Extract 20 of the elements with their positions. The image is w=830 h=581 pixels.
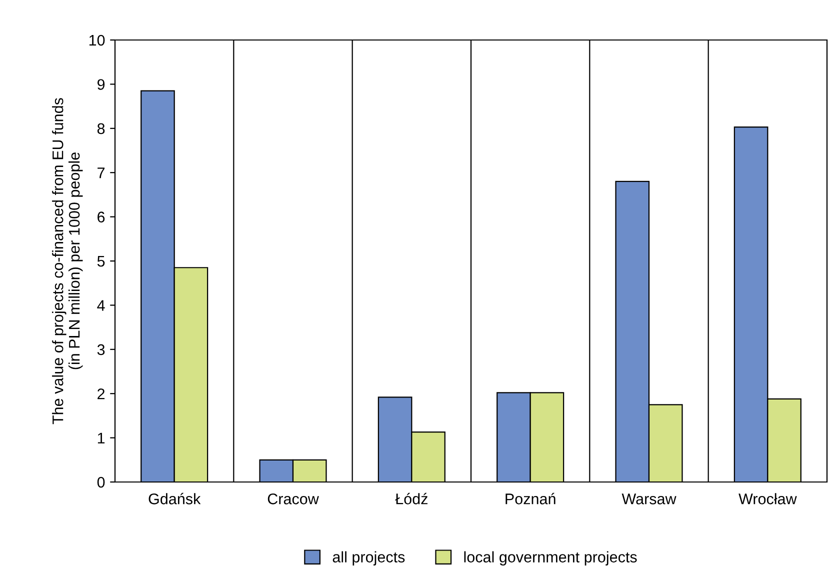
x-tick-label: Poznań bbox=[506, 492, 556, 504]
x-tick-label: Łódź bbox=[395, 492, 428, 504]
legend-label: all projects bbox=[332, 551, 405, 566]
legend-label: local government projects bbox=[464, 551, 637, 566]
y-tick-label: 1 bbox=[98, 432, 105, 444]
y-tick-label: 7 bbox=[98, 168, 105, 178]
y-tick-label: 8 bbox=[97, 123, 105, 134]
y-tick-label: 0 bbox=[97, 476, 105, 488]
x-tick-label: Gdańsk bbox=[148, 492, 201, 504]
y-tick-label: 5 bbox=[97, 256, 105, 267]
y-axis-title: The value of projects co-financed from EU funds (in PLN million) per 1000 people bbox=[52, 98, 83, 424]
x-tick-label: Cracow bbox=[268, 494, 319, 504]
y-tick-label: 3 bbox=[97, 344, 105, 356]
y-tick-label: 9 bbox=[98, 79, 105, 90]
y-tick-label: 10 bbox=[89, 34, 105, 46]
x-tick-label: Warsaw bbox=[622, 494, 676, 504]
x-tick-label: Wrocław bbox=[738, 493, 797, 504]
y-tick-label: 6 bbox=[98, 212, 105, 222]
y-tick-label: 2 bbox=[98, 388, 105, 400]
y-tick-label: 4 bbox=[97, 300, 105, 311]
